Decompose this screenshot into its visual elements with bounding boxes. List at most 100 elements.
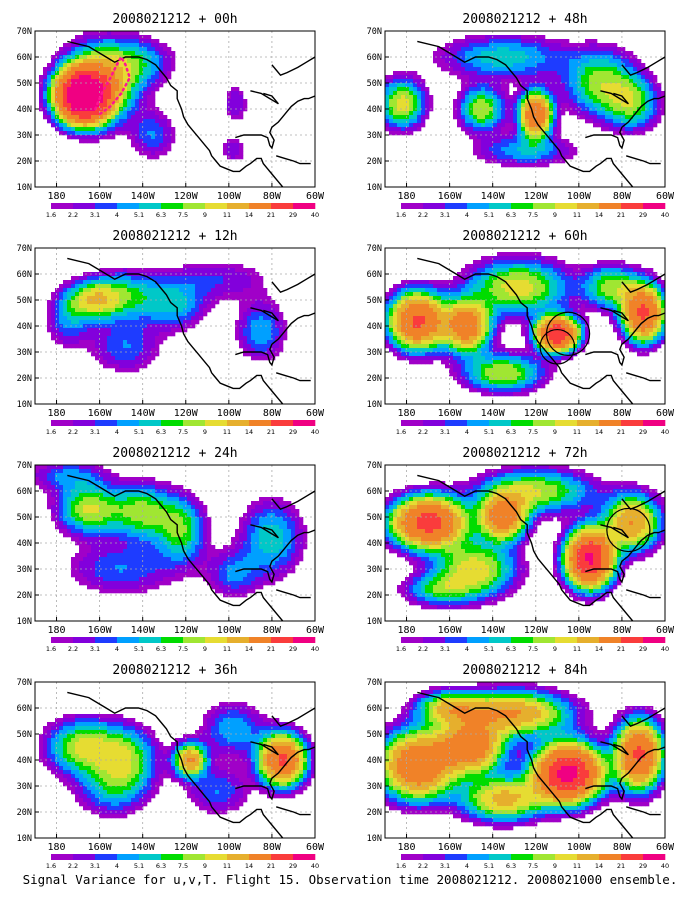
field-cell [83, 284, 87, 288]
field-cell [247, 292, 251, 296]
field-cell [263, 774, 267, 778]
field-cell [231, 147, 235, 151]
x-tick-label: 60W [306, 625, 325, 636]
field-cell [131, 754, 135, 758]
field-cell [183, 316, 187, 320]
field-cell [147, 734, 151, 738]
field-cell [171, 497, 175, 501]
field-cell [71, 718, 75, 722]
field-cell [91, 774, 95, 778]
field-cell [103, 115, 107, 119]
field-cell [267, 726, 271, 730]
field-cell [179, 750, 183, 754]
field-cell [283, 561, 287, 565]
field-cell [71, 63, 75, 67]
field-cell [79, 549, 83, 553]
field-cell [283, 573, 287, 577]
field-cell [179, 573, 183, 577]
field-cell [127, 95, 131, 99]
field-cell [163, 51, 167, 55]
field-cell [71, 766, 75, 770]
field-cell [107, 517, 111, 521]
field-cell [95, 557, 99, 561]
field-cell [87, 806, 91, 810]
field-cell [159, 308, 163, 312]
field-cell [299, 525, 303, 529]
field-cell [199, 288, 203, 292]
field-cell [103, 364, 107, 368]
field-cell [95, 766, 99, 770]
field-cell [131, 505, 135, 509]
field-cell [115, 477, 119, 481]
field-cell [123, 477, 127, 481]
field-cell [47, 87, 51, 91]
colorbar-label: 40 [311, 428, 319, 436]
field-cell [39, 87, 43, 91]
field-cell [259, 304, 263, 308]
field-cell [143, 726, 147, 730]
field-cell [195, 573, 199, 577]
field-cell [43, 738, 47, 742]
field-cell [223, 292, 227, 296]
field-cell [103, 529, 107, 533]
field-cell [63, 312, 67, 316]
colorbar-label: 2.2 [68, 428, 78, 436]
field-cell [191, 280, 195, 284]
field-cell [67, 766, 71, 770]
field-cell [79, 39, 83, 43]
field-cell [127, 328, 131, 332]
field-cell [55, 127, 59, 131]
field-cell [127, 340, 131, 344]
field-cell [103, 493, 107, 497]
field-cell [55, 521, 59, 525]
field-cell [71, 481, 75, 485]
field-cell [123, 569, 127, 573]
field-cell [211, 746, 215, 750]
panel-36h: 2008021212 + 36h70N60N50N40N30N20N10N180… [17, 663, 325, 870]
colorbar-label: 9 [203, 211, 207, 219]
field-cell [155, 300, 159, 304]
field-cell [87, 798, 91, 802]
field-cell [59, 95, 63, 99]
field-cell [239, 320, 243, 324]
field-cell [143, 537, 147, 541]
field-cell [51, 300, 55, 304]
field-cell [275, 525, 279, 529]
field-cell [275, 762, 279, 766]
field-cell [291, 746, 295, 750]
field-cell [143, 585, 147, 589]
field-cell [239, 722, 243, 726]
field-cell [287, 521, 291, 525]
field-cell [79, 734, 83, 738]
field-cell [291, 774, 295, 778]
field-cell [131, 312, 135, 316]
field-cell [235, 115, 239, 119]
field-cell [147, 356, 151, 360]
field-cell [115, 517, 119, 521]
field-cell [207, 561, 211, 565]
field-cell [119, 553, 123, 557]
field-cell [159, 63, 163, 67]
field-cell [175, 545, 179, 549]
field-cell [103, 497, 107, 501]
field-cell [231, 714, 235, 718]
field-cell [247, 340, 251, 344]
field-cell [167, 569, 171, 573]
field-cell [287, 742, 291, 746]
field-cell [83, 517, 87, 521]
field-cell [231, 770, 235, 774]
field-cell [151, 585, 155, 589]
field-cell [199, 734, 203, 738]
field-cell [95, 477, 99, 481]
field-cell [283, 770, 287, 774]
field-cell [79, 304, 83, 308]
field-cell [171, 750, 175, 754]
field-cell [135, 344, 139, 348]
field-cell [95, 320, 99, 324]
field-cell [243, 292, 247, 296]
field-cell [231, 718, 235, 722]
field-cell [143, 95, 147, 99]
field-cell [91, 119, 95, 123]
colorbar-segment [271, 420, 293, 426]
field-cell [267, 774, 271, 778]
